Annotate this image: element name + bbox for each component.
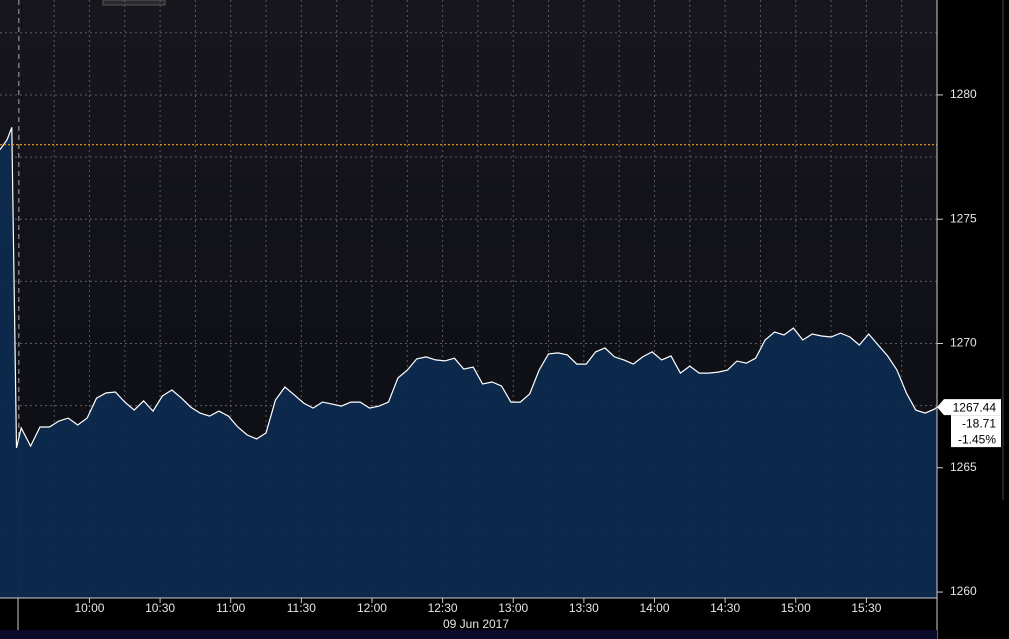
x-tick-label: 14:30 [710, 601, 740, 615]
y-tick-label: 1265 [950, 460, 977, 474]
tag-box [951, 415, 1001, 448]
y-tick-label: 1280 [950, 87, 977, 101]
last-price-tag: 1267.44 -18.71 -1.45% [937, 399, 1001, 448]
x-axis-label: 09 Jun 2017 [443, 617, 509, 631]
x-tick-label: 10:30 [145, 601, 175, 615]
bottom-strip [0, 630, 937, 639]
last-change-pct: -1.45% [958, 432, 996, 446]
x-tick-label: 12:00 [357, 601, 387, 615]
last-change: -18.71 [962, 416, 996, 430]
x-tick-label: 12:30 [428, 601, 458, 615]
price-line [0, 127, 938, 449]
x-tick-label: 10:00 [74, 601, 104, 615]
overlay-box [102, 0, 166, 6]
area-fill [0, 127, 937, 599]
y-tick-label: 1270 [950, 336, 977, 350]
x-tick-label: 15:00 [781, 601, 811, 615]
x-tick-label: 13:30 [569, 601, 599, 615]
x-tick-label: 11:30 [287, 601, 316, 615]
y-tick-label: 1260 [950, 584, 977, 598]
x-tick-label: 13:00 [498, 601, 528, 615]
last-price: 1267.44 [953, 400, 997, 414]
tag-box [944, 399, 1001, 416]
x-tick-label: 11:00 [216, 601, 245, 615]
tag-pointer [937, 399, 944, 416]
x-tick-label: 15:30 [851, 601, 881, 615]
y-tick-label: 1275 [950, 211, 977, 225]
x-tick-label: 14:00 [639, 601, 669, 615]
